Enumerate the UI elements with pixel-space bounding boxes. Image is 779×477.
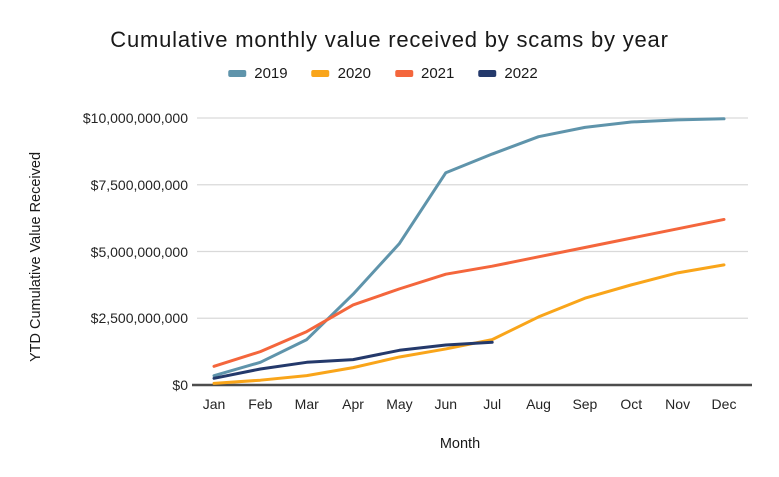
x-tick-label: Apr (342, 396, 364, 412)
x-tick-label: Aug (526, 396, 551, 412)
x-tick-label: Nov (665, 396, 691, 412)
series-line-2019 (212, 117, 726, 378)
series-line-2021 (212, 217, 726, 368)
x-tick-label: Jul (483, 396, 502, 412)
legend-item-2022: 2022 (478, 65, 538, 82)
y-tick-label: $7,500,000,000 (90, 176, 188, 193)
legend-swatch-2022 (478, 70, 497, 77)
x-tick-label: Feb (248, 396, 273, 412)
legend-label-2019: 2019 (254, 65, 288, 82)
y-tick-label: $0 (172, 377, 188, 393)
legend-label-2022: 2022 (504, 65, 538, 82)
y-tick-label: $2,500,000,000 (90, 310, 188, 327)
legend-label-2021: 2021 (421, 65, 455, 82)
legend-swatch-2021 (395, 70, 413, 77)
x-tick-label: Dec (711, 396, 737, 412)
legend-swatch-2019 (228, 70, 247, 77)
y-tick-label: $10,000,000,000 (82, 110, 188, 126)
x-tick-label: Sep (572, 396, 598, 412)
chart-legend: 2019 2020 2021 2022 (228, 65, 538, 82)
series-line-2022 (212, 340, 494, 380)
x-tick-label: Oct (620, 396, 643, 412)
x-tick-label: Mar (294, 396, 319, 412)
chart-title: Cumulative monthly value received by sca… (110, 27, 669, 52)
legend-swatch-2020 (311, 70, 330, 77)
x-tick-label: Jan (202, 396, 226, 412)
legend-item-2021: 2021 (395, 65, 454, 82)
x-tick-label: May (386, 396, 413, 412)
x-tick-label: Jun (434, 396, 458, 412)
x-axis-title: Month (439, 436, 481, 452)
legend-label-2020: 2020 (337, 65, 371, 82)
legend-item-2019: 2019 (228, 65, 288, 82)
y-tick-label: $5,000,000,000 (90, 243, 188, 260)
legend-item-2020: 2020 (311, 65, 371, 82)
